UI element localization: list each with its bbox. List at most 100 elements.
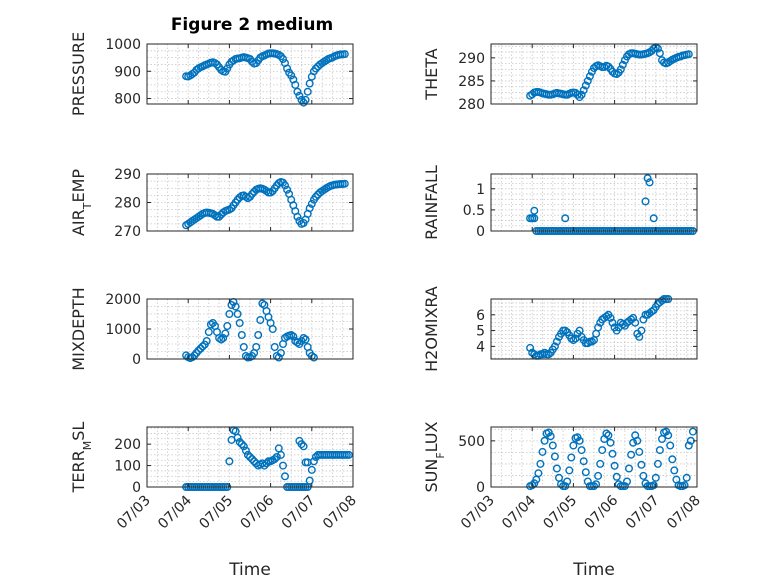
x-tick-label: 07/05 — [196, 493, 236, 533]
series-theta — [526, 43, 693, 102]
data-point — [579, 86, 588, 95]
data-point — [655, 49, 664, 58]
data-point — [682, 473, 691, 482]
data-point — [528, 481, 537, 490]
data-point — [237, 440, 246, 449]
data-point — [248, 189, 257, 198]
data-point — [639, 471, 648, 480]
data-point — [596, 459, 605, 468]
y-tick-label: 285 — [458, 74, 485, 90]
data-point — [299, 442, 308, 451]
data-point — [225, 457, 234, 466]
x-axis-label: Time — [572, 560, 615, 580]
x-tick-label: 07/08 — [320, 493, 360, 533]
data-point — [577, 90, 586, 99]
y-tick-label: 5 — [476, 324, 485, 340]
data-point — [653, 44, 662, 53]
data-point — [606, 313, 615, 322]
data-point — [233, 433, 242, 442]
data-point — [583, 76, 592, 85]
data-point — [561, 482, 570, 491]
data-point — [550, 452, 559, 461]
x-tick-label: 07/08 — [664, 493, 704, 533]
data-point — [243, 450, 252, 459]
data-point — [666, 441, 675, 450]
data-point — [311, 192, 320, 201]
data-point — [602, 312, 611, 321]
data-point — [206, 320, 215, 329]
data-point — [618, 60, 627, 69]
series-h2omixra — [526, 295, 673, 360]
axes-box — [490, 426, 698, 488]
data-point — [231, 302, 240, 311]
data-point — [268, 325, 277, 334]
data-point — [594, 471, 603, 480]
data-point — [291, 80, 300, 89]
y-tick-label: 0 — [476, 224, 485, 240]
y-tick-label: 1000 — [105, 37, 141, 53]
data-point — [270, 455, 279, 464]
data-point — [684, 441, 693, 450]
data-point — [241, 446, 250, 455]
data-point — [548, 441, 557, 450]
data-point — [627, 450, 636, 459]
x-tick-label: 07/07 — [623, 493, 663, 533]
data-point — [260, 461, 269, 470]
x-tick-label: 07/04 — [155, 492, 195, 532]
data-point — [639, 315, 648, 324]
data-point — [281, 181, 290, 190]
data-point — [552, 337, 561, 346]
y-tick-label: 0 — [476, 480, 485, 496]
x-tick-label: 07/05 — [540, 493, 580, 533]
y-tick-label: 800 — [114, 92, 141, 108]
y-tick-label: 0.5 — [463, 203, 485, 219]
data-point — [590, 482, 599, 491]
data-point — [573, 90, 582, 99]
data-point — [645, 178, 654, 187]
data-point — [237, 331, 246, 340]
data-point — [641, 197, 650, 206]
data-point — [579, 457, 588, 466]
data-point — [583, 477, 592, 486]
x-tick-label: 07/06 — [238, 492, 278, 532]
y-tick-label: 2000 — [105, 292, 141, 308]
y-tick-label: 1 — [476, 182, 485, 198]
x-tick-label: 07/03 — [114, 493, 154, 533]
data-point — [301, 335, 310, 344]
y-tick-label: 280 — [114, 196, 141, 212]
data-point — [668, 455, 677, 464]
y-tick-label: 280 — [458, 97, 485, 113]
data-point — [311, 64, 320, 73]
data-point — [221, 329, 230, 338]
data-point — [305, 79, 314, 88]
data-point — [680, 481, 689, 490]
axes-box — [146, 426, 354, 488]
data-point — [223, 64, 232, 73]
axes-box — [490, 173, 698, 232]
data-point — [544, 350, 553, 359]
data-point — [655, 446, 664, 455]
data-point — [552, 464, 561, 473]
x-tick-label: 07/07 — [279, 493, 319, 533]
panel-terr-msl: 0 100 200 07/03 07/04 07/05 07/06 07/07 07/08 Tim… — [69, 422, 360, 580]
x-axis-label: Time — [228, 560, 271, 580]
data-point — [670, 466, 679, 475]
data-point — [581, 81, 590, 90]
y-tick-label: 0 — [132, 480, 141, 496]
data-point — [602, 429, 611, 438]
data-point — [233, 310, 242, 319]
data-point — [223, 322, 232, 331]
data-point — [606, 438, 615, 447]
data-point — [567, 453, 576, 462]
data-point — [301, 95, 310, 104]
y-tick-label: 290 — [458, 51, 485, 67]
data-point — [305, 204, 314, 213]
panel-air-temp: 270 280 290 AIRTEMP — [69, 167, 354, 240]
data-point — [297, 440, 306, 449]
data-point — [616, 65, 625, 74]
data-point — [664, 431, 673, 440]
data-point — [604, 431, 613, 440]
data-point — [550, 342, 559, 351]
data-point — [598, 446, 607, 455]
data-point — [623, 477, 632, 486]
